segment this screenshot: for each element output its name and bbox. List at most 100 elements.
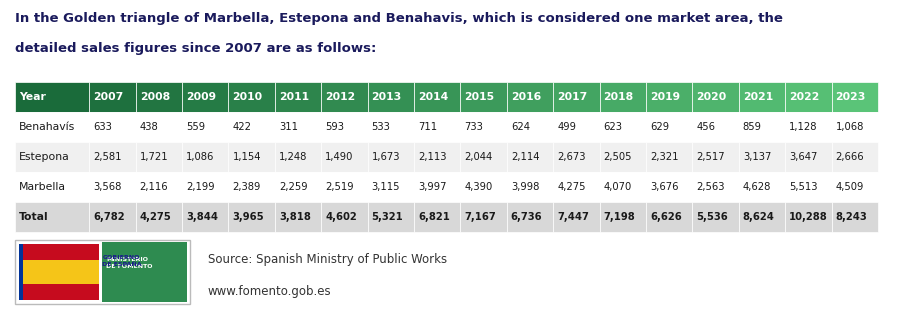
Text: 2,116: 2,116 [140, 182, 168, 192]
Bar [785, 82, 832, 112]
Text: In the Golden triangle of Marbella, Estepona and Benahavis, which is considered : In the Golden triangle of Marbella, Este… [15, 12, 783, 25]
Bar [15, 142, 89, 172]
Bar [274, 172, 321, 202]
Text: GOBIERNO
DE ESPAÑA: GOBIERNO DE ESPAÑA [103, 255, 142, 266]
Bar [19, 284, 98, 300]
Bar [832, 202, 878, 232]
Bar [15, 202, 89, 232]
Bar [414, 142, 461, 172]
Bar [692, 82, 739, 112]
Bar [182, 82, 229, 112]
Text: 4,390: 4,390 [464, 182, 492, 192]
Bar [785, 112, 832, 142]
Text: 2,519: 2,519 [325, 182, 354, 192]
Text: 5,321: 5,321 [372, 212, 403, 222]
Bar [785, 172, 832, 202]
Text: 4,275: 4,275 [557, 182, 586, 192]
Text: 6,782: 6,782 [94, 212, 125, 222]
Text: 2010: 2010 [232, 92, 263, 102]
Bar [646, 112, 692, 142]
Bar [136, 172, 182, 202]
Bar [739, 112, 785, 142]
Bar [414, 172, 461, 202]
Text: 2,505: 2,505 [604, 152, 632, 162]
Text: 6,736: 6,736 [511, 212, 543, 222]
Bar [646, 202, 692, 232]
Bar [274, 142, 321, 172]
Bar [274, 112, 321, 142]
Text: 4,602: 4,602 [325, 212, 357, 222]
Text: 1,673: 1,673 [372, 152, 400, 162]
Bar [599, 142, 646, 172]
Bar [321, 82, 367, 112]
Text: 4,509: 4,509 [835, 182, 864, 192]
Text: 2008: 2008 [140, 92, 170, 102]
Bar [229, 172, 274, 202]
Bar [367, 172, 414, 202]
Text: Benahavís: Benahavís [19, 122, 76, 132]
Text: 438: 438 [140, 122, 158, 132]
Bar [646, 172, 692, 202]
Text: Estepona: Estepona [19, 152, 70, 162]
Bar [554, 82, 599, 112]
Text: 3,965: 3,965 [232, 212, 264, 222]
Text: 3,676: 3,676 [650, 182, 679, 192]
Bar [692, 112, 739, 142]
Text: 2,044: 2,044 [464, 152, 492, 162]
Text: 623: 623 [604, 122, 623, 132]
Bar [229, 202, 274, 232]
Bar [182, 202, 229, 232]
Bar [15, 82, 89, 112]
Bar [367, 142, 414, 172]
Text: 2,673: 2,673 [557, 152, 586, 162]
Bar [599, 112, 646, 142]
Text: 6,626: 6,626 [650, 212, 682, 222]
Bar [507, 82, 554, 112]
Bar [461, 112, 507, 142]
Text: 311: 311 [279, 122, 298, 132]
Bar [554, 202, 599, 232]
Bar [554, 172, 599, 202]
Text: 456: 456 [697, 122, 716, 132]
Text: 3,998: 3,998 [511, 182, 539, 192]
Bar [507, 202, 554, 232]
Bar [461, 82, 507, 112]
Bar [15, 172, 89, 202]
Bar [554, 142, 599, 172]
Text: 2,389: 2,389 [232, 182, 261, 192]
Bar [692, 142, 739, 172]
Text: 3,115: 3,115 [372, 182, 400, 192]
Text: 2020: 2020 [697, 92, 726, 102]
Text: 7,198: 7,198 [604, 212, 635, 222]
Bar [136, 112, 182, 142]
Text: Year: Year [19, 92, 46, 102]
Text: 1,128: 1,128 [789, 122, 818, 132]
Text: 2011: 2011 [279, 92, 309, 102]
Bar [182, 112, 229, 142]
Bar [89, 142, 136, 172]
Text: 2,199: 2,199 [186, 182, 215, 192]
Text: 2016: 2016 [511, 92, 541, 102]
Bar [89, 202, 136, 232]
Text: 499: 499 [557, 122, 576, 132]
Text: 2007: 2007 [94, 92, 123, 102]
Bar [274, 202, 321, 232]
Bar [19, 244, 23, 300]
Bar [692, 172, 739, 202]
Text: 2018: 2018 [604, 92, 634, 102]
Text: www.fomento.gob.es: www.fomento.gob.es [208, 285, 331, 298]
Bar [321, 172, 367, 202]
Text: 7,167: 7,167 [464, 212, 496, 222]
Text: 3,997: 3,997 [418, 182, 446, 192]
Bar [414, 112, 461, 142]
Bar [739, 142, 785, 172]
Bar [229, 142, 274, 172]
Text: 2013: 2013 [372, 92, 402, 102]
Text: 2012: 2012 [325, 92, 356, 102]
Bar [182, 172, 229, 202]
Text: 1,068: 1,068 [835, 122, 864, 132]
Bar [15, 240, 190, 304]
Bar [461, 172, 507, 202]
Text: 1,248: 1,248 [279, 152, 307, 162]
Bar [136, 142, 182, 172]
